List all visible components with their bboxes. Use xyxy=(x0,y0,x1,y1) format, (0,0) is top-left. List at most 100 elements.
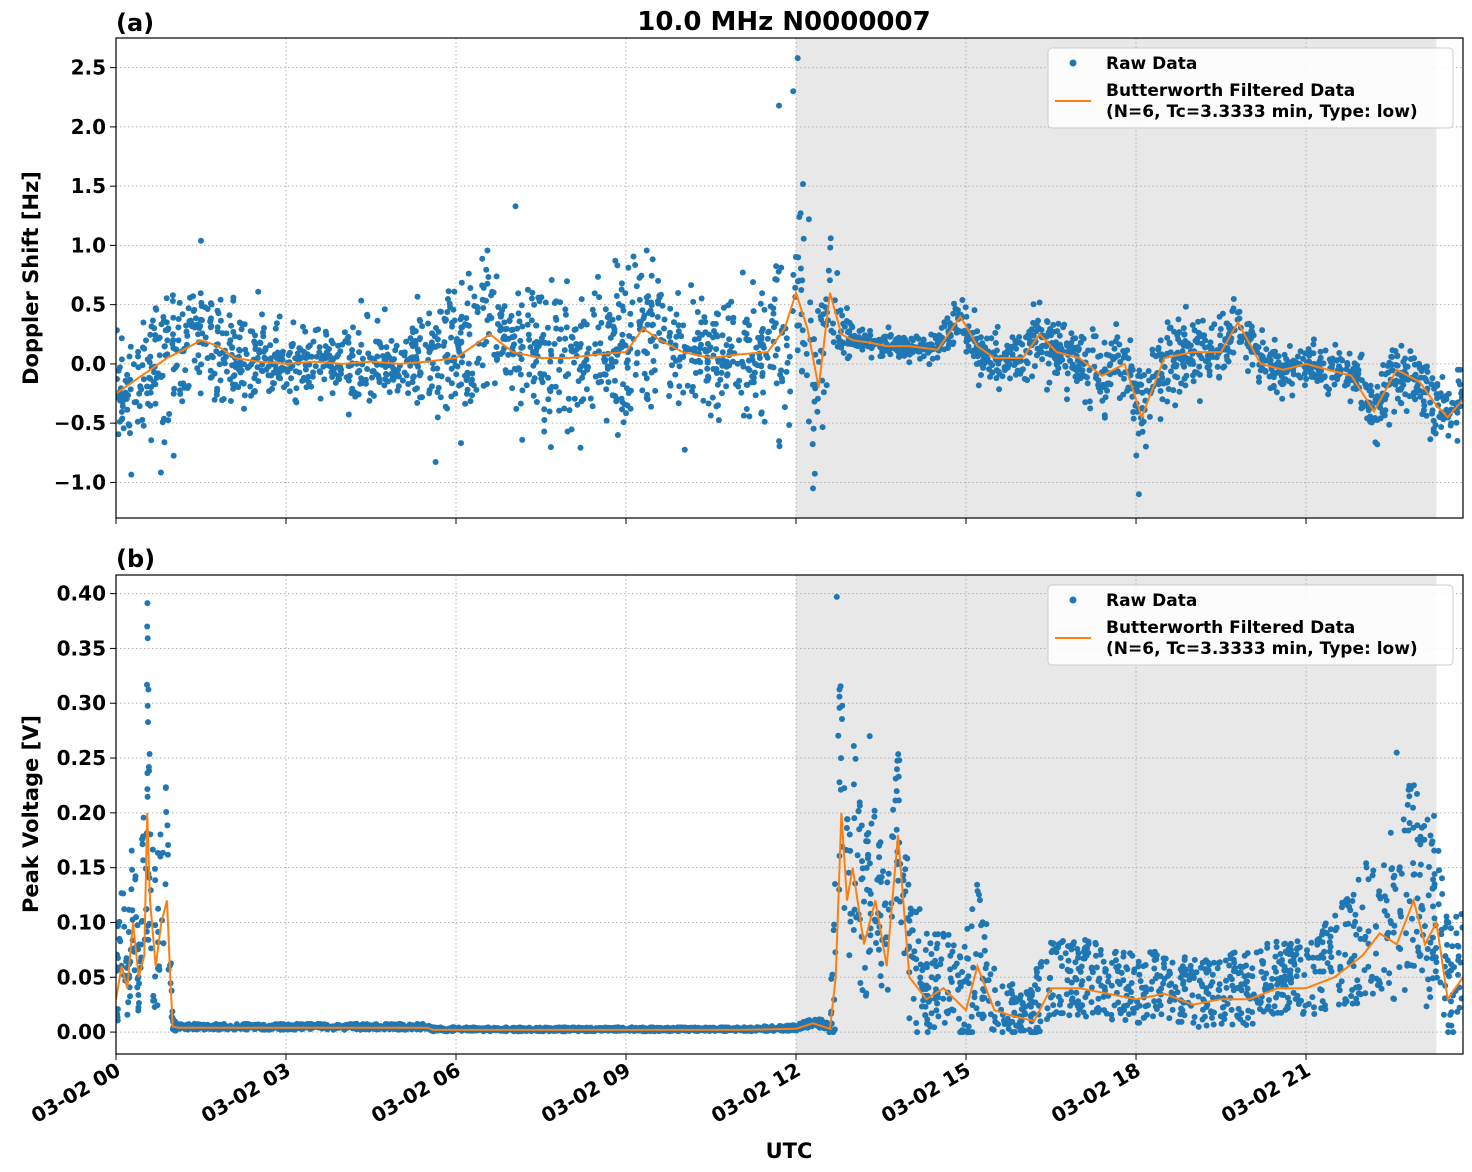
raw-data-point xyxy=(1064,386,1070,393)
raw-data-point xyxy=(157,469,164,476)
raw-data-point xyxy=(1412,371,1419,378)
raw-data-point xyxy=(1130,1005,1136,1012)
raw-data-point xyxy=(584,366,591,373)
raw-data-point xyxy=(1416,365,1423,371)
raw-data-point xyxy=(611,377,618,384)
raw-data-point xyxy=(156,334,163,341)
raw-data-point xyxy=(165,417,172,424)
raw-data-point xyxy=(558,326,564,333)
raw-data-point xyxy=(704,365,711,372)
raw-data-point xyxy=(956,1015,962,1022)
raw-data-point xyxy=(981,934,988,940)
raw-data-point xyxy=(191,357,198,364)
raw-data-point xyxy=(564,278,570,285)
raw-data-spike xyxy=(810,485,816,492)
raw-data-point xyxy=(1133,452,1140,459)
raw-data-point xyxy=(1321,922,1328,929)
raw-data-point xyxy=(1391,922,1398,929)
raw-data-point xyxy=(1101,1007,1108,1014)
raw-data-point xyxy=(772,320,779,327)
raw-data-point xyxy=(691,345,698,352)
raw-data-point xyxy=(1388,866,1395,873)
panel-a-x-axis xyxy=(115,518,1307,524)
raw-data-point xyxy=(689,388,695,395)
raw-data-point xyxy=(1181,331,1188,338)
raw-data-point xyxy=(706,331,712,338)
raw-data-point xyxy=(1374,383,1381,390)
raw-data-point xyxy=(728,343,735,350)
raw-data-point xyxy=(1004,1015,1011,1022)
raw-data-point xyxy=(1235,1014,1241,1021)
raw-data-point xyxy=(526,336,533,343)
raw-data-point xyxy=(1082,351,1089,358)
raw-data-point xyxy=(1159,396,1166,403)
raw-data-point xyxy=(1444,941,1450,948)
raw-data-point xyxy=(1369,990,1376,997)
raw-data-point xyxy=(1445,1029,1452,1036)
panel-b-label: (b) xyxy=(116,545,155,573)
raw-data-point xyxy=(1133,385,1140,391)
raw-data-point xyxy=(720,357,727,364)
raw-data-point xyxy=(317,395,324,402)
raw-data-point xyxy=(457,329,464,336)
raw-data-point xyxy=(1451,964,1458,971)
raw-data-point xyxy=(1145,1002,1151,1009)
raw-data-point xyxy=(149,317,156,324)
raw-data-point xyxy=(328,337,335,344)
raw-data-point xyxy=(519,344,526,351)
raw-data-point xyxy=(1157,388,1164,394)
raw-data-point xyxy=(1045,360,1052,367)
raw-data-point xyxy=(453,339,460,345)
raw-data-point xyxy=(895,877,902,884)
raw-data-point xyxy=(145,686,152,693)
raw-data-point xyxy=(276,313,283,320)
raw-data-point xyxy=(1397,399,1404,406)
raw-data-point xyxy=(651,367,658,374)
raw-data-point xyxy=(1008,987,1015,994)
raw-data-point xyxy=(597,340,604,347)
raw-data-point xyxy=(1405,376,1411,383)
raw-data-point xyxy=(470,382,477,389)
raw-data-point xyxy=(1365,876,1372,883)
raw-data-point xyxy=(1072,366,1079,373)
raw-data-point xyxy=(1409,915,1415,922)
raw-data-point xyxy=(306,353,312,360)
raw-data-point xyxy=(453,371,460,378)
panel-a-legend-raw-marker xyxy=(1069,59,1077,67)
raw-data-point xyxy=(1187,971,1194,978)
raw-data-point xyxy=(947,966,954,973)
raw-data-point xyxy=(190,308,197,314)
raw-data-point xyxy=(757,342,764,349)
raw-data-point xyxy=(147,331,154,338)
raw-data-point xyxy=(538,335,545,342)
raw-data-point xyxy=(127,993,133,1000)
raw-data-point xyxy=(1219,310,1226,317)
raw-data-point xyxy=(1297,956,1304,963)
raw-data-point xyxy=(162,881,169,888)
raw-data-point xyxy=(430,365,437,372)
raw-data-point xyxy=(1344,362,1351,369)
raw-data-point xyxy=(773,263,780,270)
raw-data-point xyxy=(771,296,778,303)
raw-data-point xyxy=(144,793,151,800)
raw-data-point xyxy=(1169,990,1176,997)
raw-data-point xyxy=(252,346,259,352)
panel-a-raw-data xyxy=(116,55,1463,498)
raw-data-point xyxy=(1342,382,1348,389)
raw-data-point xyxy=(161,343,168,350)
raw-data-point xyxy=(796,322,803,329)
raw-data-point xyxy=(1287,940,1294,947)
raw-data-point xyxy=(1158,1011,1165,1018)
raw-data-point xyxy=(1127,337,1134,344)
raw-data-point xyxy=(1417,861,1424,868)
raw-data-point xyxy=(1097,947,1104,953)
raw-data-point xyxy=(877,973,884,980)
raw-data-point xyxy=(1064,342,1070,349)
raw-data-point xyxy=(589,306,596,313)
raw-data-point xyxy=(920,336,927,343)
raw-data-point xyxy=(335,342,342,349)
panel-a-legend-filtered-label-2: (N=6, Tc=3.3333 min, Type: low) xyxy=(1106,102,1418,122)
raw-data-point xyxy=(1155,346,1162,353)
raw-data-point xyxy=(1348,993,1355,999)
